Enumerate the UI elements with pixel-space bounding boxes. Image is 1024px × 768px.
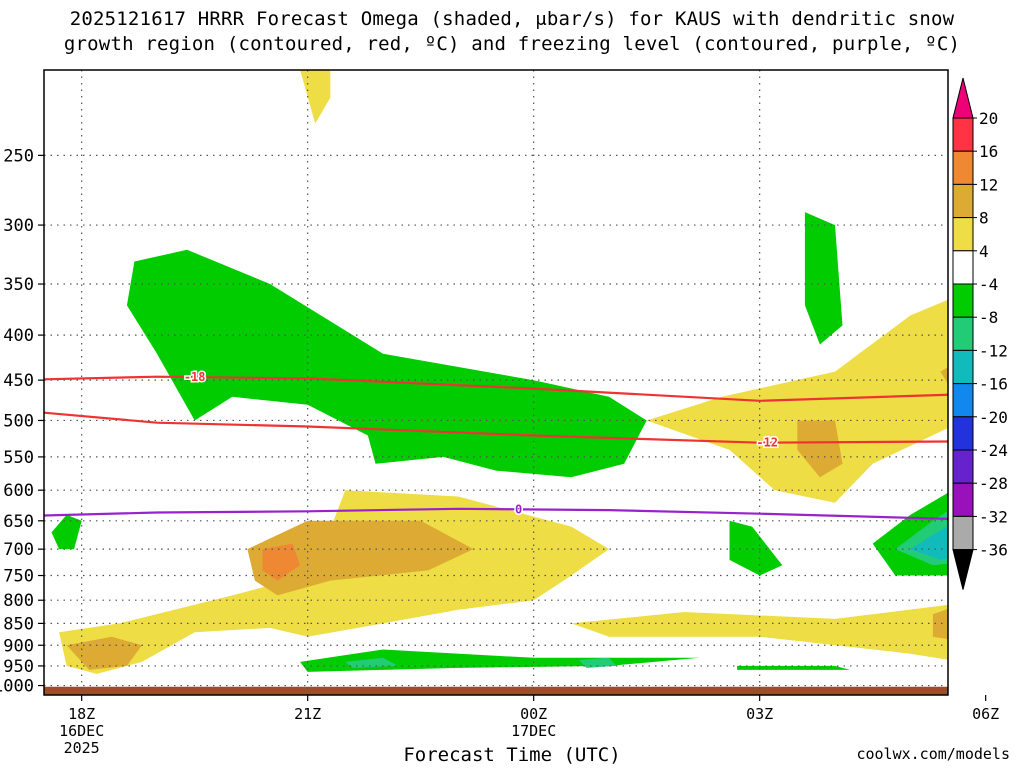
y-tick-label: 850 <box>3 614 34 634</box>
contour-label: -18 <box>184 370 206 384</box>
x-tick-date: 17DEC <box>511 722 556 740</box>
y-tick-label: 950 <box>3 657 34 677</box>
x-tick-label: 06Z <box>972 705 999 723</box>
chart-title-line-1: 2025121617 HRRR Forecast Omega (shaded, … <box>69 8 955 30</box>
contour--12 <box>44 411 948 444</box>
omega-shade-22 <box>804 212 843 345</box>
colorbar-swatch <box>952 482 974 517</box>
omega-shade-30 <box>910 525 948 560</box>
colorbar-label: 4 <box>979 242 989 261</box>
y-tick-label: 400 <box>3 326 34 346</box>
colorbar-label: 16 <box>979 142 998 161</box>
colorbar-swatch <box>952 416 974 451</box>
omega-shade-20 <box>300 649 700 672</box>
colorbar-swatch <box>952 183 974 219</box>
y-tick-label: 250 <box>3 146 34 166</box>
colorbar-swatch <box>952 150 974 185</box>
y-tick-label: 600 <box>3 481 34 501</box>
colorbar-swatch <box>952 117 974 152</box>
omega-shade-24 <box>737 665 851 670</box>
x-tick-label: 18Z <box>68 705 95 723</box>
omega-shade-35 <box>345 657 399 668</box>
contour-label: 0 <box>515 502 522 516</box>
contour--18 <box>44 375 948 402</box>
y-tick-label: 750 <box>3 567 34 587</box>
y-tick-label: 350 <box>3 275 34 295</box>
colorbar-swatch <box>952 316 974 351</box>
colorbar-swatch <box>952 449 974 484</box>
colorbar-label: -12 <box>979 341 1008 360</box>
colorbar-swatch <box>952 217 974 252</box>
omega-shade-1 <box>571 604 948 660</box>
colorbar-label: -20 <box>979 408 1008 427</box>
contour-0 <box>44 507 948 520</box>
y-tick-label: 450 <box>3 371 34 391</box>
colorbar-swatch <box>952 515 974 551</box>
y-tick-label: 800 <box>3 591 34 611</box>
colorbar-bottom-arrow <box>952 549 974 590</box>
omega-shade-23 <box>971 30 1009 156</box>
omega-shade-2 <box>646 299 948 503</box>
colorbar-label: -4 <box>979 275 998 294</box>
omega-shade-14 <box>971 605 1024 628</box>
omega-shade-21 <box>729 520 783 576</box>
x-tick-date: 16DEC <box>59 722 104 740</box>
plot-frame <box>43 69 949 696</box>
x-tick-label: 03Z <box>746 705 773 723</box>
colorbar-swatch <box>952 349 974 385</box>
colorbar-label: 12 <box>979 175 998 194</box>
omega-shade-5 <box>247 520 474 596</box>
y-tick-label: 650 <box>3 512 34 532</box>
x-tick-label: 00Z <box>520 705 547 723</box>
colorbar-label: -36 <box>979 541 1008 560</box>
colorbar-label: 8 <box>979 209 989 228</box>
y-tick-label: 1000 <box>0 677 34 697</box>
omega-shade-0 <box>59 490 610 674</box>
terrain-below-surface <box>44 686 948 695</box>
omega-shade-4 <box>300 70 331 124</box>
chart-title-line-2: growth region (contoured, red, ºC) and f… <box>63 33 961 55</box>
omega-shade-12 <box>262 543 301 581</box>
y-tick-label: 900 <box>3 636 34 656</box>
colorbar-swatch <box>952 250 974 285</box>
colorbar-swatch <box>952 383 974 418</box>
omega-shade-18 <box>126 249 647 478</box>
contour-label: -12 <box>756 436 778 450</box>
colorbar-label: 20 <box>979 109 998 128</box>
x-axis-label: Forecast Time (UTC) <box>403 744 621 766</box>
omega-shade-8 <box>932 608 948 640</box>
omega-shade-6 <box>940 367 948 385</box>
colorbar-swatch <box>952 283 974 318</box>
y-tick-label: 500 <box>3 411 34 431</box>
colorbar-label: -32 <box>979 507 1008 526</box>
omega-shade-36 <box>578 657 617 668</box>
y-tick-label: 300 <box>3 216 34 236</box>
omega-shade-19 <box>51 514 82 550</box>
x-tick-label: 21Z <box>294 705 321 723</box>
colorbar-label: -28 <box>979 474 1008 493</box>
credit-text: coolwx.com/models <box>856 745 1010 763</box>
colorbar-top-arrow <box>952 77 974 119</box>
colorbar-label: -8 <box>979 308 998 327</box>
colorbar-label: -24 <box>979 441 1008 460</box>
omega-shade-7 <box>797 420 843 478</box>
y-tick-label: 700 <box>3 540 34 560</box>
colorbar-label: -16 <box>979 375 1008 394</box>
x-tick-year: 2025 <box>64 739 100 757</box>
y-tick-label: 550 <box>3 448 34 468</box>
